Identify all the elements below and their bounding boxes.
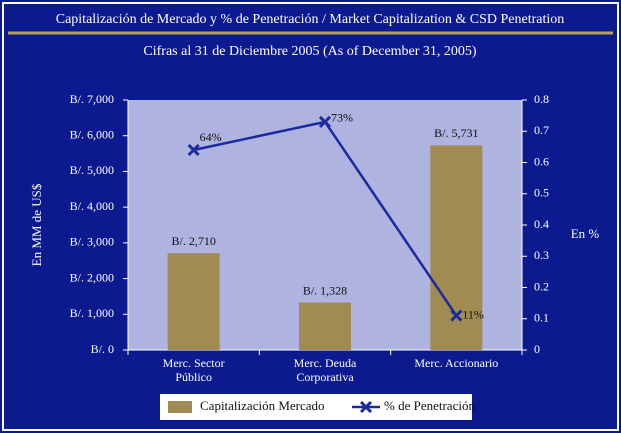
line-label: 73%	[331, 111, 353, 125]
y2-tick-label: 0.5	[534, 186, 549, 200]
line-label: 64%	[200, 130, 222, 144]
y-axis-title: En MM de US$	[29, 183, 44, 266]
y-tick-label: B/. 1,000	[70, 306, 114, 320]
bar	[299, 302, 351, 350]
x-tick-label: Merc. Deuda Corporativa	[293, 356, 357, 384]
line-label: 11%	[462, 307, 484, 321]
y-tick-label: B/. 2,000	[70, 270, 114, 284]
y2-tick-label: 0.8	[534, 92, 549, 106]
legend-marker	[359, 400, 373, 414]
legend	[160, 394, 472, 420]
y-tick-label: B/. 4,000	[70, 199, 114, 213]
y2-tick-label: 0	[534, 342, 540, 356]
y-tick-label: B/. 3,000	[70, 235, 114, 249]
y-tick-label: B/. 5,000	[70, 163, 114, 177]
y2-tick-label: 0.3	[534, 248, 549, 262]
y2-axis-title: En %	[571, 226, 600, 241]
chart-title: Capitalización de Mercado y % de Penetra…	[56, 12, 565, 27]
legend-swatch	[168, 401, 192, 413]
y2-tick-label: 0.4	[534, 217, 549, 231]
y-tick-label: B/. 6,000	[70, 127, 114, 141]
bar	[167, 253, 220, 350]
bar-label: B/. 2,710	[171, 234, 215, 248]
y2-tick-label: 0.7	[534, 123, 549, 137]
legend-label: % de Penetración	[384, 398, 475, 413]
line-marker	[318, 115, 332, 128]
x-tick-label: Merc. Sector Público	[162, 356, 225, 384]
bar-label: B/. 1,328	[303, 283, 347, 297]
legend-label: Capitalización Mercado	[200, 398, 325, 413]
chart-subtitle: Cifras al 31 de Diciembre 2005 (As of De…	[143, 44, 477, 59]
y-tick-label: B/. 7,000	[70, 92, 114, 106]
y2-tick-label: 0.6	[534, 154, 549, 168]
x-tick-label: Merc. Accionario	[414, 356, 499, 370]
y-tick-label: B/. 0	[91, 342, 114, 356]
line-marker	[187, 143, 200, 157]
line-marker	[450, 309, 463, 322]
y2-tick-label: 0.2	[534, 279, 549, 293]
y2-tick-label: 0.1	[534, 311, 549, 325]
bar-label: B/. 5,731	[434, 126, 478, 140]
